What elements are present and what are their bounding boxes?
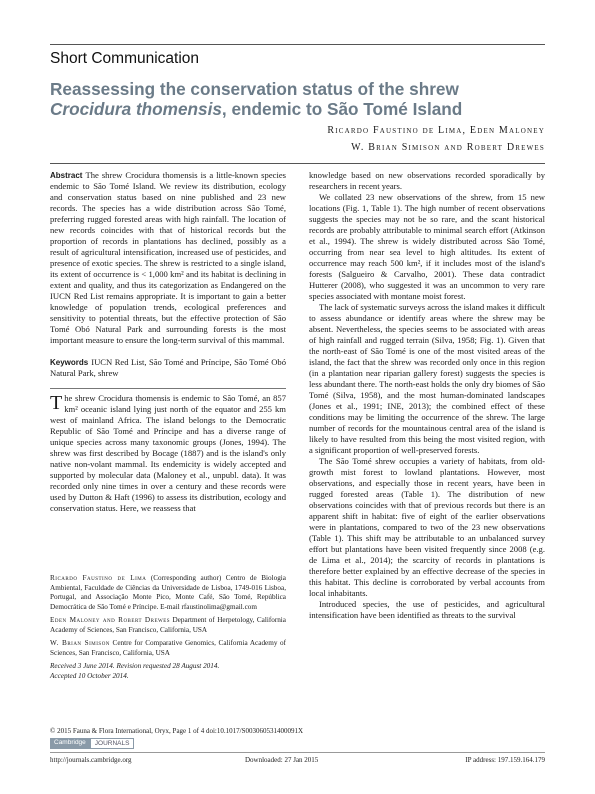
footnote: Ricardo Faustino de Lima (Corresponding … xyxy=(50,574,286,612)
title-italic: Crocidura thomensis xyxy=(50,99,222,119)
authors: Ricardo Faustino de Lima, Eden Maloney xyxy=(327,125,545,136)
authors: W. Brian Simison and Robert Drewes xyxy=(351,142,545,153)
header-rule xyxy=(50,163,545,164)
paragraph: The lack of systematic surveys across th… xyxy=(309,302,545,455)
downloaded: Downloaded: 27 Jan 2015 xyxy=(245,756,319,764)
footnote-name: Ricardo Faustino de Lima xyxy=(50,574,147,582)
accepted: Accepted 10 October 2014. xyxy=(50,671,129,680)
section-label: Short Communication xyxy=(50,50,200,67)
ip-address: IP address: 197.159.164.179 xyxy=(465,756,545,764)
logo-left: Cambridge xyxy=(50,738,90,749)
intro-text: he shrew Crocidura thomensis is endemic … xyxy=(50,393,286,513)
footnote: W. Brian Simison Centre for Comparative … xyxy=(50,639,286,658)
paragraph: The São Tomé shrew occupies a variety of… xyxy=(309,456,545,598)
copyright: © 2015 Fauna & Flora International, Oryx… xyxy=(50,727,304,735)
footnotes: Ricardo Faustino de Lima (Corresponding … xyxy=(50,574,286,681)
footnote-text: Centre for Comparative Genomics, Califor… xyxy=(50,639,286,657)
title-line: Reassessing the conservation status of t… xyxy=(50,79,459,99)
left-column: Abstract The shrew Crocidura thomensis is… xyxy=(50,170,286,514)
paragraph: Introduced species, the use of pesticide… xyxy=(309,599,545,620)
footnote-name: W. Brian Simison xyxy=(50,639,110,647)
title-rest: , endemic to São Tomé Island xyxy=(221,99,463,119)
footnote-text: Department of Herpetology, California Ac… xyxy=(50,616,286,634)
abstract-text: The shrew Crocidura thomensis is a littl… xyxy=(50,170,286,345)
journal-logo: Cambridge JOURNALS xyxy=(50,738,135,749)
right-column: knowledge based on new observations reco… xyxy=(309,170,545,621)
footer-url: http://journals.cambridge.org xyxy=(50,756,132,764)
keywords-text: IUCN Red List, São Tomé and Príncipe, Sã… xyxy=(50,357,286,378)
abstract-label: Abstract xyxy=(50,171,83,180)
article-title: Reassessing the conservation status of t… xyxy=(50,79,550,119)
footnote: Eden Maloney and Robert Drewes Departmen… xyxy=(50,616,286,635)
footnote-text: (Corresponding author) Centro de Biologi… xyxy=(50,574,286,611)
keywords: Keywords IUCN Red List, São Tomé and Prín… xyxy=(50,357,286,379)
top-rule xyxy=(50,44,545,45)
logo-right: JOURNALS xyxy=(89,738,135,749)
divider xyxy=(50,388,286,389)
footnote-name: Eden Maloney and Robert Drewes xyxy=(50,616,171,624)
abstract: Abstract The shrew Crocidura thomensis is… xyxy=(50,170,286,346)
drop-cap: T xyxy=(50,392,63,414)
title-line: Crocidura thomensis, endemic to São Tomé… xyxy=(50,99,550,119)
paragraph: knowledge based on new observations reco… xyxy=(309,170,545,191)
footer-rule xyxy=(50,752,545,753)
received: Received 3 June 2014. Revision requested… xyxy=(50,662,220,670)
keywords-label: Keywords xyxy=(50,358,89,367)
paragraph: We collated 23 new observations of the s… xyxy=(309,192,545,301)
